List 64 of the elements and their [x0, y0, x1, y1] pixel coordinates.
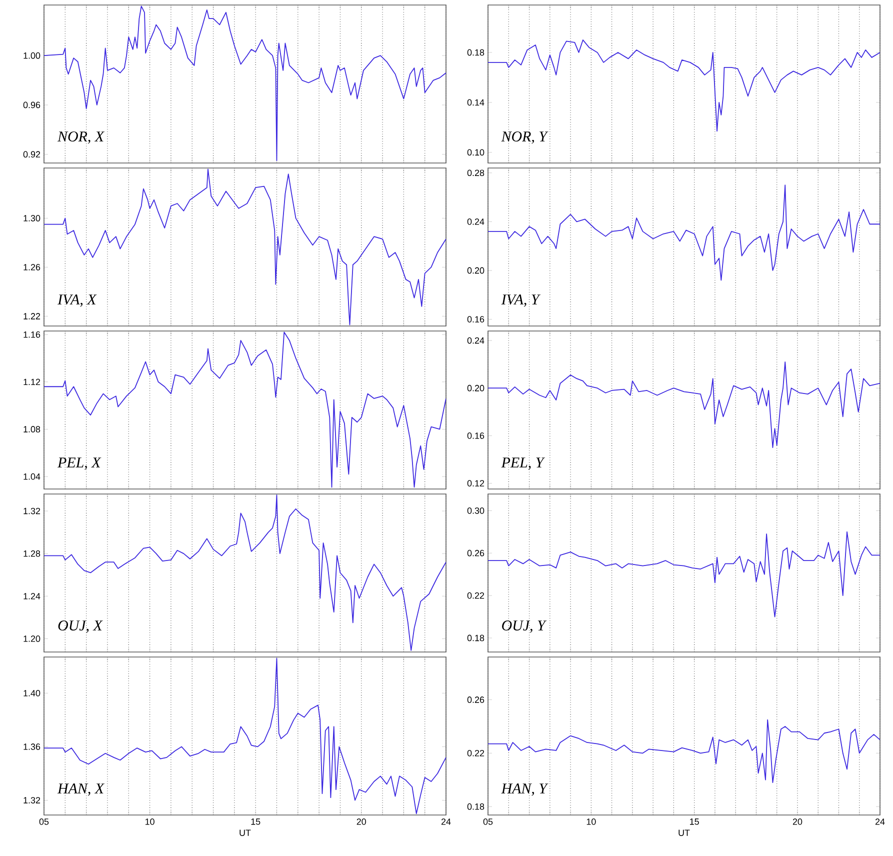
- line-series: [44, 494, 446, 651]
- y-tick-label: 0.12: [467, 480, 484, 486]
- x-tick-label: 20: [356, 818, 366, 825]
- y-tick-label: 1.08: [24, 426, 40, 432]
- y-tick-label: 0.26: [467, 550, 484, 556]
- annotation: HAN, X: [57, 784, 105, 796]
- y-tick-label: 0.22: [467, 750, 484, 756]
- y-tick-label: 1.12: [24, 378, 40, 386]
- annotation: HAN, Y: [501, 784, 548, 796]
- y-tick-label: 1.24: [24, 593, 40, 600]
- y-tick-label: 0.28: [467, 170, 484, 176]
- y-tick-label: 1.22: [24, 313, 40, 320]
- line-series: [488, 40, 880, 132]
- y-tick-label: 0.16: [467, 316, 484, 322]
- x-tick-label: 10: [586, 818, 596, 825]
- x-tick-label: 05: [483, 818, 493, 825]
- y-tick-label: 1.20: [24, 636, 40, 642]
- line-series: [488, 361, 880, 448]
- x-tick-label: 24: [441, 818, 451, 825]
- annotation: OUJ, Y: [502, 620, 547, 633]
- x-tick-label: 10: [145, 818, 154, 825]
- y-tick-label: 0.26: [467, 696, 484, 703]
- y-tick-label: 1.04: [24, 473, 40, 480]
- y-tick-label: 0.14: [467, 99, 484, 106]
- x-tick-label: 24: [875, 818, 885, 825]
- y-tick-label: 0.18: [467, 634, 484, 642]
- y-tick-label: 1.32: [24, 797, 40, 804]
- line-series: [44, 332, 446, 488]
- x-tick-label: 15: [251, 818, 260, 825]
- line-series: [488, 531, 880, 618]
- y-tick-label: 0.24: [467, 218, 484, 225]
- annotation: OUJ, X: [58, 620, 103, 633]
- y-tick-label: 0.22: [467, 592, 484, 599]
- x-tick-label: 20: [792, 818, 802, 825]
- y-tick-label: 1.36: [24, 744, 40, 750]
- annotation: IVA, Y: [501, 294, 541, 307]
- x-axis-title: UT: [240, 830, 251, 836]
- annotation: IVA, X: [58, 294, 97, 307]
- y-tick-label: 1.28: [24, 550, 40, 557]
- y-tick-label: 1.32: [24, 508, 40, 514]
- annotation: PEL, X: [57, 458, 102, 470]
- x-tick-label: 15: [690, 818, 699, 825]
- y-tick-label: 0.18: [467, 803, 484, 810]
- annotation: PEL, Y: [501, 458, 546, 470]
- y-tick-label: 1.00: [24, 52, 40, 59]
- y-tick-label: 0.30: [467, 507, 484, 514]
- line-series: [44, 658, 446, 814]
- y-tick-label: 0.24: [467, 337, 484, 344]
- y-tick-label: 0.96: [23, 102, 40, 108]
- y-tick-label: 1.26: [24, 264, 40, 270]
- annotation: NOR, X: [57, 131, 105, 144]
- y-tick-label: 1.40: [24, 690, 40, 696]
- y-tick-label: 0.16: [467, 432, 484, 439]
- y-tick-label: 0.18: [467, 49, 484, 56]
- x-axis-title: UT: [678, 830, 690, 836]
- x-tick-label: 05: [39, 818, 49, 825]
- y-tick-label: 0.20: [467, 384, 484, 392]
- y-tick-label: 1.30: [24, 215, 40, 222]
- y-tick-label: 0.92: [23, 151, 40, 158]
- line-series: [488, 184, 880, 281]
- annotation: NOR, Y: [501, 131, 548, 144]
- y-tick-label: 0.10: [467, 149, 484, 156]
- y-tick-label: 0.20: [467, 267, 484, 274]
- y-tick-label: 1.16: [24, 331, 40, 338]
